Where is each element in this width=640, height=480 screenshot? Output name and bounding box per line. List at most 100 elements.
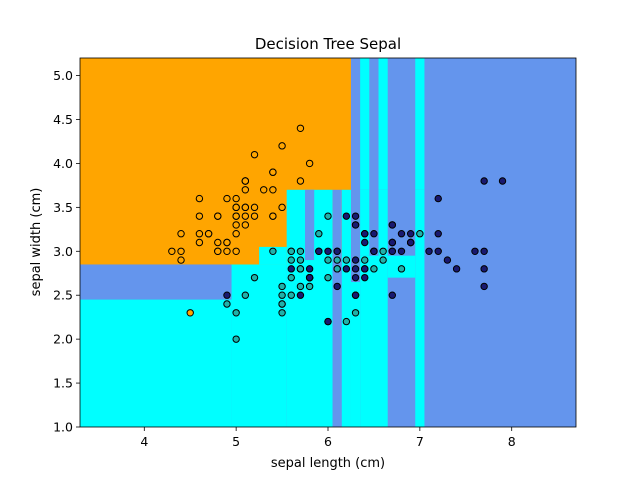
data-point-class-2: [370, 230, 378, 238]
data-point-class-0: [195, 212, 204, 220]
data-point-class-2: [305, 265, 314, 273]
y-tick-label: 2.5: [53, 288, 73, 303]
data-point-class-0: [250, 203, 259, 212]
data-point-class-1: [296, 282, 305, 291]
data-point-class-1: [305, 282, 314, 291]
y-tick-label: 3.5: [53, 200, 73, 215]
data-point-class-2: [361, 230, 369, 238]
data-point-class-2: [480, 265, 488, 273]
data-point-class-1: [278, 291, 286, 299]
data-point-class-1: [397, 265, 406, 273]
data-point-class-1: [351, 309, 360, 317]
x-tick-label: 4: [140, 434, 148, 449]
data-point-class-0: [168, 247, 176, 255]
data-point-class-0: [250, 150, 259, 159]
data-point-class-0: [269, 212, 277, 220]
decision-region-class-1: [360, 58, 370, 190]
data-point-class-1: [342, 317, 351, 326]
y-tick-label: 5.0: [53, 68, 73, 83]
data-point-class-0: [214, 247, 222, 255]
data-point-class-2: [434, 230, 442, 238]
data-point-class-0: [214, 212, 222, 220]
data-point-class-0: [269, 186, 277, 194]
data-point-class-2: [406, 230, 415, 238]
decision-region-class-1: [378, 189, 388, 256]
y-axis-ticks: 1.0 1.5 2.0 2.5 3.0 3.5 4.0 4.5 5.0: [53, 68, 80, 435]
data-point-class-2: [388, 238, 396, 247]
data-point-class-1: [416, 230, 424, 238]
data-point-class-0: [296, 124, 305, 132]
data-point-class-1: [278, 309, 286, 317]
data-point-class-2: [296, 291, 305, 299]
data-point-class-1: [269, 247, 277, 255]
decision-region-class-2: [332, 189, 342, 427]
data-point-class-0: [241, 177, 250, 185]
data-point-class-2: [406, 238, 415, 247]
data-point-class-0: [232, 247, 240, 255]
data-point-class-2: [361, 265, 369, 273]
data-point-class-2: [388, 247, 396, 255]
data-point-class-2: [361, 273, 369, 282]
data-point-class-2: [425, 247, 433, 255]
data-point-class-1: [296, 265, 305, 273]
data-point-class-2: [480, 247, 488, 255]
x-axis-ticks: 4 5 6 7 8: [140, 427, 516, 449]
y-tick-label: 4.5: [53, 112, 73, 127]
data-point-class-2: [223, 291, 231, 299]
data-point-class-2: [342, 212, 351, 220]
y-tick-label: 1.0: [53, 420, 73, 435]
data-point-class-2: [351, 265, 360, 273]
data-point-class-0: [223, 194, 231, 203]
data-point-class-2: [471, 247, 479, 255]
data-point-class-2: [351, 212, 360, 220]
data-point-class-1: [278, 282, 286, 291]
data-point-class-1: [333, 265, 341, 273]
data-point-class-2: [305, 273, 314, 282]
data-point-class-0: [305, 159, 314, 168]
data-point-class-0: [232, 221, 240, 229]
data-point-class-1: [324, 256, 332, 264]
data-point-class-0: [195, 230, 204, 238]
data-point-class-1: [324, 212, 332, 220]
data-point-class-0: [241, 186, 250, 194]
data-point-class-0: [195, 194, 204, 203]
data-point-class-1: [287, 256, 295, 264]
data-point-class-2: [324, 317, 332, 326]
y-tick-label: 3.0: [53, 244, 73, 259]
decision-region-class-1: [341, 189, 351, 427]
decision-region-class-1: [378, 58, 388, 190]
data-point-class-2: [361, 238, 369, 247]
decision-region-class-1: [415, 58, 425, 190]
data-point-class-0: [186, 309, 194, 317]
x-tick-label: 8: [508, 434, 516, 449]
data-point-class-1: [223, 300, 231, 308]
data-point-class-2: [351, 256, 360, 264]
decision-region-class-1: [350, 282, 361, 427]
data-point-class-1: [250, 273, 259, 282]
decision-region-class-2: [305, 189, 315, 261]
data-point-class-2: [388, 221, 396, 229]
data-point-class-2: [434, 247, 442, 255]
data-point-class-2: [480, 282, 488, 291]
data-point-class-0: [296, 177, 305, 185]
data-point-class-2: [333, 247, 341, 255]
decision-region-class-1: [360, 189, 370, 256]
data-point-class-2: [287, 265, 295, 273]
data-point-class-1: [361, 256, 369, 264]
data-point-class-2: [370, 247, 378, 255]
data-point-class-0: [241, 212, 250, 220]
data-point-class-0: [232, 212, 240, 220]
data-point-class-1: [287, 273, 295, 282]
data-point-class-1: [278, 300, 286, 308]
y-axis-label: sepal width (cm): [29, 188, 44, 297]
data-points: [168, 124, 507, 343]
data-point-class-1: [296, 256, 305, 264]
data-point-class-2: [351, 291, 360, 299]
data-point-class-1: [333, 256, 341, 264]
decision-region-class-1: [80, 299, 232, 427]
data-point-class-0: [241, 221, 250, 229]
data-point-class-2: [324, 247, 332, 255]
y-tick-label: 4.0: [53, 156, 73, 171]
y-tick-label: 1.5: [53, 376, 73, 391]
